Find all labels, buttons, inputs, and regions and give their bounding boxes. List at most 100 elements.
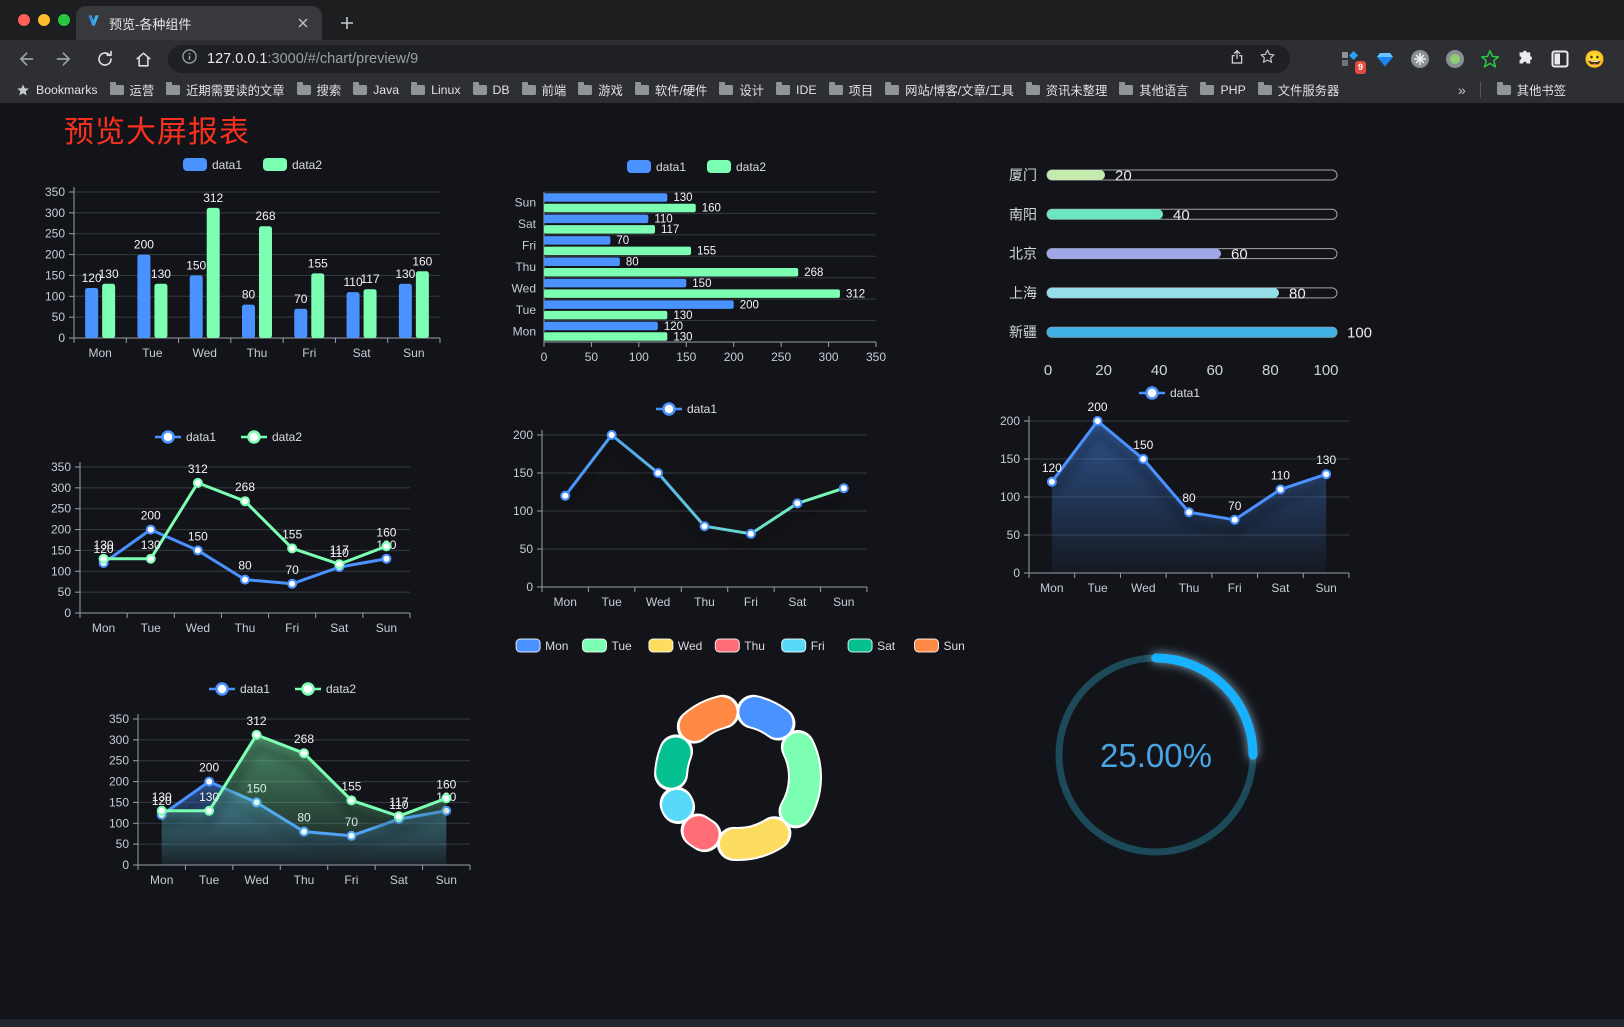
svg-text:Wed: Wed: [192, 346, 216, 360]
svg-text:150: 150: [109, 795, 129, 809]
extensions-puzzle-icon[interactable]: [1513, 47, 1537, 71]
bookmark-folder[interactable]: 前端: [516, 78, 573, 102]
bookmark-folder[interactable]: PHP: [1194, 80, 1251, 100]
bookmark-folder[interactable]: DB: [467, 80, 516, 100]
svg-text:50: 50: [1007, 528, 1021, 542]
svg-text:150: 150: [51, 543, 71, 557]
bookmark-folder[interactable]: 搜索: [291, 78, 348, 102]
site-info-icon[interactable]: [182, 49, 197, 69]
settings-extension-icon[interactable]: [1408, 47, 1432, 71]
bookmarks-overflow-chevron[interactable]: »: [1458, 82, 1466, 98]
bookmark-folder[interactable]: 网站/博客/文章/工具: [879, 78, 1020, 102]
area-chart-multi: data1 data2 0 50 100 150 200 250 300 350 Mon Tue Wed…: [90, 673, 484, 909]
svg-text:Tue: Tue: [516, 303, 537, 317]
svg-text:155: 155: [697, 246, 716, 258]
bookmark-folder[interactable]: 近期需要读的文章: [160, 78, 290, 102]
bookmark-label: 文件服务器: [1277, 84, 1340, 98]
bookmark-folder[interactable]: 项目: [823, 78, 880, 102]
bookmark-folder[interactable]: 资讯未整理: [1020, 78, 1114, 102]
svg-text:200: 200: [513, 428, 533, 442]
reload-icon[interactable]: [92, 46, 118, 72]
bookmark-folder[interactable]: 软件/硬件: [629, 78, 714, 102]
bookmark-folder[interactable]: IDE: [770, 80, 823, 100]
svg-text:80: 80: [1289, 285, 1306, 302]
bookmark-folder[interactable]: Linux: [405, 80, 466, 100]
other-bookmarks-folder[interactable]: 其他书签: [1491, 78, 1572, 102]
folder-icon: [109, 82, 124, 95]
area-chart-single: data1 0 50 100 150 200 Mon Tue Wed Thu Fri Sat Sun 12…: [985, 381, 1363, 611]
bookmark-folder[interactable]: 运营: [104, 78, 161, 102]
svg-text:100: 100: [109, 816, 129, 830]
svg-text:Mon: Mon: [545, 639, 568, 653]
svg-text:268: 268: [804, 267, 823, 279]
svg-text:Wed: Wed: [1131, 581, 1155, 595]
bookmark-star-icon[interactable]: [1259, 48, 1276, 70]
folder-icon: [828, 82, 843, 95]
bookmark-label: 软件/硬件: [654, 84, 708, 98]
folder-icon: [411, 82, 426, 95]
svg-text:80: 80: [1182, 491, 1196, 505]
share-icon[interactable]: [1229, 49, 1245, 70]
svg-text:200: 200: [1088, 400, 1108, 414]
svg-text:北京: 北京: [1009, 246, 1037, 262]
svg-text:120: 120: [152, 794, 172, 808]
zoom-window-button[interactable]: [58, 14, 70, 26]
home-icon[interactable]: [130, 46, 156, 72]
svg-text:120: 120: [94, 542, 114, 556]
svg-text:Thu: Thu: [515, 260, 536, 274]
svg-text:130: 130: [673, 331, 692, 343]
line-gradient-svg: data1 0 50 100 150 200 Mon Tue Wed Thu Fri Sat Sun: [513, 402, 868, 609]
svg-text:150: 150: [513, 466, 533, 480]
svg-text:130: 130: [99, 267, 119, 281]
bookmark-folder[interactable]: 文件服务器: [1252, 78, 1346, 102]
bookmark-label: Java: [373, 83, 400, 97]
svg-text:200: 200: [141, 509, 161, 523]
window-controls: [18, 14, 70, 26]
svg-text:0: 0: [1013, 566, 1020, 580]
svg-text:Sun: Sun: [403, 346, 424, 360]
url-path: :3000/#/chart/preview/9: [267, 51, 419, 67]
minimize-window-button[interactable]: [38, 14, 50, 26]
svg-text:130: 130: [673, 192, 692, 204]
svg-text:Wed: Wed: [646, 595, 670, 609]
svg-text:80: 80: [626, 257, 639, 269]
back-icon[interactable]: [12, 46, 38, 72]
svg-text:Tue: Tue: [142, 346, 163, 360]
svg-text:Sat: Sat: [877, 639, 896, 653]
contrast-extension-icon[interactable]: [1548, 47, 1572, 71]
svg-text:150: 150: [188, 529, 208, 543]
star-extension-icon[interactable]: [1478, 47, 1502, 71]
extensions-row: 9 😀: [1338, 45, 1624, 74]
bookmark-folder[interactable]: Java: [347, 80, 405, 100]
menu-kebab-icon[interactable]: [1618, 47, 1624, 71]
bookmark-folder[interactable]: 其他语言: [1113, 78, 1194, 102]
svg-text:Sun: Sun: [515, 196, 536, 210]
recorder-extension-icon[interactable]: [1443, 47, 1467, 71]
svg-text:0: 0: [1044, 362, 1052, 379]
browser-tab[interactable]: 预览-各种组件: [76, 6, 322, 40]
bookmark-folder[interactable]: 游戏: [572, 78, 629, 102]
svg-text:Mon: Mon: [150, 873, 173, 887]
new-tab-button[interactable]: [334, 10, 360, 36]
svg-text:200: 200: [134, 238, 154, 252]
svg-text:Fri: Fri: [744, 595, 758, 609]
svg-text:20: 20: [1095, 362, 1112, 379]
bookmark-folder[interactable]: 设计: [713, 78, 770, 102]
page-content: 预览大屏报表 data1 data2 0 50 100 150 200 250 300 350 Mo…: [0, 103, 1624, 1027]
tab-close-icon[interactable]: [294, 14, 312, 32]
bookmark-label: 运营: [129, 84, 155, 98]
svg-text:0: 0: [58, 331, 65, 345]
bookmark-label: 前端: [541, 84, 567, 98]
forward-icon[interactable]: [52, 46, 78, 72]
svg-text:110: 110: [1271, 468, 1290, 482]
svg-text:新疆: 新疆: [1009, 324, 1037, 340]
close-window-button[interactable]: [18, 14, 30, 26]
horizontal-bar-chart: data1 data2 Sun Sat Fri Thu Wed Tue Mon 0 50 100 150…: [498, 148, 900, 382]
gem-extension-icon[interactable]: [1373, 47, 1397, 71]
url-bar[interactable]: 127.0.0.1:3000/#/chart/preview/9: [168, 45, 1290, 73]
proxy-extension-icon[interactable]: 9: [1338, 47, 1366, 74]
bookmarks-star-item[interactable]: Bookmarks: [10, 80, 104, 100]
legend-item: data1: [656, 402, 717, 416]
profile-avatar[interactable]: 😀: [1584, 49, 1606, 69]
svg-text:Sat: Sat: [1271, 581, 1290, 595]
